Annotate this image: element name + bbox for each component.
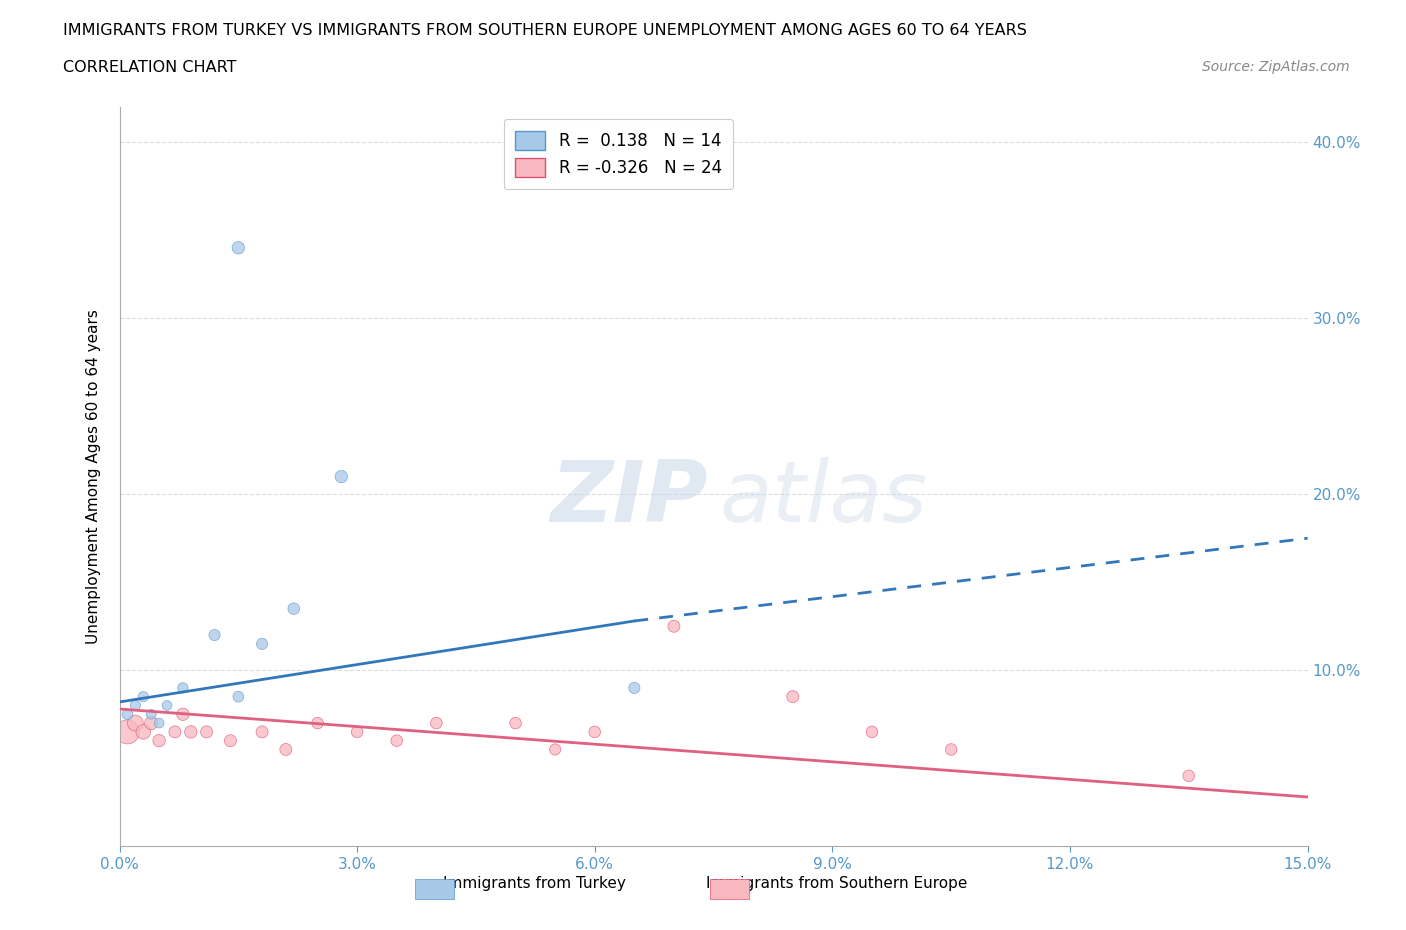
Point: [141, 716, 163, 731]
Y-axis label: Unemployment Among Ages 60 to 64 years: Unemployment Among Ages 60 to 64 years: [86, 309, 101, 644]
Legend: R =  0.138   N = 14, R = -0.326   N = 24: R = 0.138 N = 14, R = -0.326 N = 24: [503, 119, 734, 189]
Point: [544, 742, 567, 757]
Point: [148, 733, 170, 748]
Point: [117, 707, 139, 722]
Point: [307, 716, 329, 731]
Point: [180, 724, 202, 739]
Point: [195, 724, 218, 739]
Text: Source: ZipAtlas.com: Source: ZipAtlas.com: [1202, 60, 1350, 74]
Point: [425, 716, 447, 731]
Point: [860, 724, 883, 739]
Point: [623, 681, 645, 696]
Point: [385, 733, 408, 748]
Point: [163, 724, 186, 739]
Point: [283, 601, 305, 616]
Point: [124, 698, 146, 713]
Point: [228, 240, 250, 255]
Point: [330, 469, 353, 484]
Point: [124, 716, 146, 731]
Point: [148, 716, 170, 731]
Point: [219, 733, 242, 748]
Point: [156, 698, 179, 713]
Point: [662, 618, 685, 633]
Point: [583, 724, 606, 739]
Point: [1178, 768, 1201, 783]
Point: [505, 716, 527, 731]
Point: [346, 724, 368, 739]
Point: [941, 742, 963, 757]
Text: IMMIGRANTS FROM TURKEY VS IMMIGRANTS FROM SOUTHERN EUROPE UNEMPLOYMENT AMONG AGE: IMMIGRANTS FROM TURKEY VS IMMIGRANTS FRO…: [63, 23, 1028, 38]
Point: [228, 689, 250, 704]
Text: atlas: atlas: [720, 458, 928, 540]
Point: [172, 707, 194, 722]
Point: [250, 724, 273, 739]
Text: Immigrants from Turkey: Immigrants from Turkey: [443, 876, 626, 891]
Point: [132, 724, 155, 739]
Text: Immigrants from Southern Europe: Immigrants from Southern Europe: [706, 876, 967, 891]
Point: [250, 636, 273, 651]
Point: [172, 681, 194, 696]
Point: [204, 628, 226, 643]
Point: [782, 689, 804, 704]
Point: [132, 689, 155, 704]
Text: ZIP: ZIP: [550, 458, 707, 540]
Text: CORRELATION CHART: CORRELATION CHART: [63, 60, 236, 75]
Point: [141, 707, 163, 722]
Point: [117, 724, 139, 739]
Point: [274, 742, 297, 757]
